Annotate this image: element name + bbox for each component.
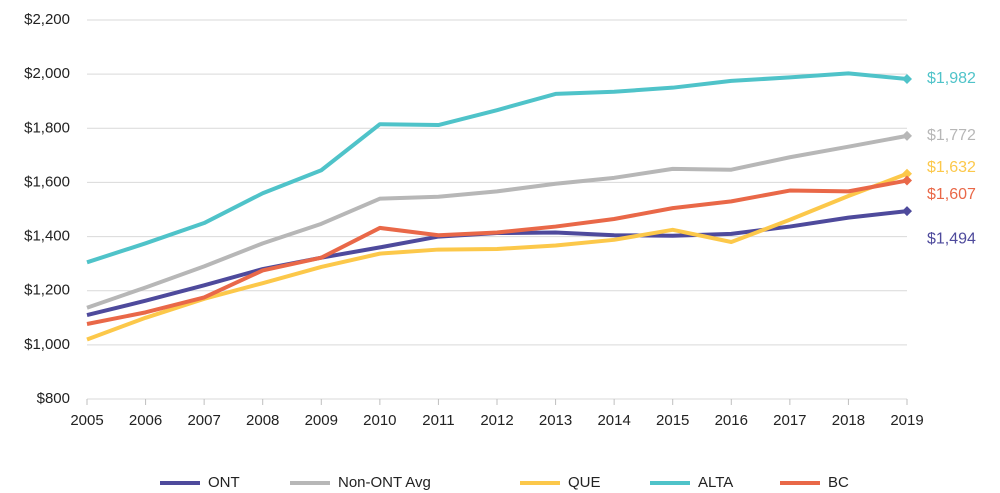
legend-label: BC xyxy=(828,474,849,491)
x-tick-label: 2017 xyxy=(773,412,806,429)
data-label: $1,772 xyxy=(927,127,976,144)
legend-label: Non-ONT Avg xyxy=(338,474,431,491)
y-tick-label: $1,200 xyxy=(24,282,70,299)
y-tick-label: $1,800 xyxy=(24,119,70,136)
y-tick-label: $1,600 xyxy=(24,173,70,190)
y-tick-label: $2,200 xyxy=(24,11,70,28)
data-label: $1,494 xyxy=(927,230,976,247)
y-tick-label: $1,400 xyxy=(24,228,70,245)
x-tick-label: 2006 xyxy=(129,412,162,429)
x-tick-label: 2019 xyxy=(890,412,923,429)
series-line xyxy=(86,133,908,310)
x-tick-label: 2012 xyxy=(480,412,513,429)
series-line xyxy=(86,178,908,326)
end-marker xyxy=(902,206,912,217)
x-tick-label: 2014 xyxy=(597,412,630,429)
x-tick-label: 2007 xyxy=(187,412,220,429)
end-marker xyxy=(902,130,912,141)
x-tick-label: 2015 xyxy=(656,412,689,429)
x-tick-label: 2009 xyxy=(305,412,338,429)
legend-label: QUE xyxy=(568,474,601,491)
x-tick-label: 2011 xyxy=(422,412,454,429)
end-marker xyxy=(902,74,912,85)
x-tick-label: 2018 xyxy=(832,412,865,429)
series-line xyxy=(86,71,908,265)
x-tick-label: 2005 xyxy=(70,412,103,429)
legend-label: ONT xyxy=(208,474,240,491)
x-tick-label: 2008 xyxy=(246,412,279,429)
legend-label: ALTA xyxy=(698,474,733,491)
x-tick-label: 2010 xyxy=(363,412,396,429)
series-line xyxy=(86,171,908,342)
data-label: $1,607 xyxy=(927,186,976,203)
y-tick-label: $2,000 xyxy=(24,65,70,82)
y-tick-label: $800 xyxy=(37,390,70,407)
end-marker xyxy=(902,175,912,186)
x-tick-label: 2016 xyxy=(715,412,748,429)
data-label: $1,632 xyxy=(927,159,976,176)
y-tick-label: $1,000 xyxy=(24,336,70,353)
end-marker xyxy=(902,168,912,179)
data-label: $1,982 xyxy=(927,70,976,87)
x-tick-label: 2013 xyxy=(539,412,572,429)
